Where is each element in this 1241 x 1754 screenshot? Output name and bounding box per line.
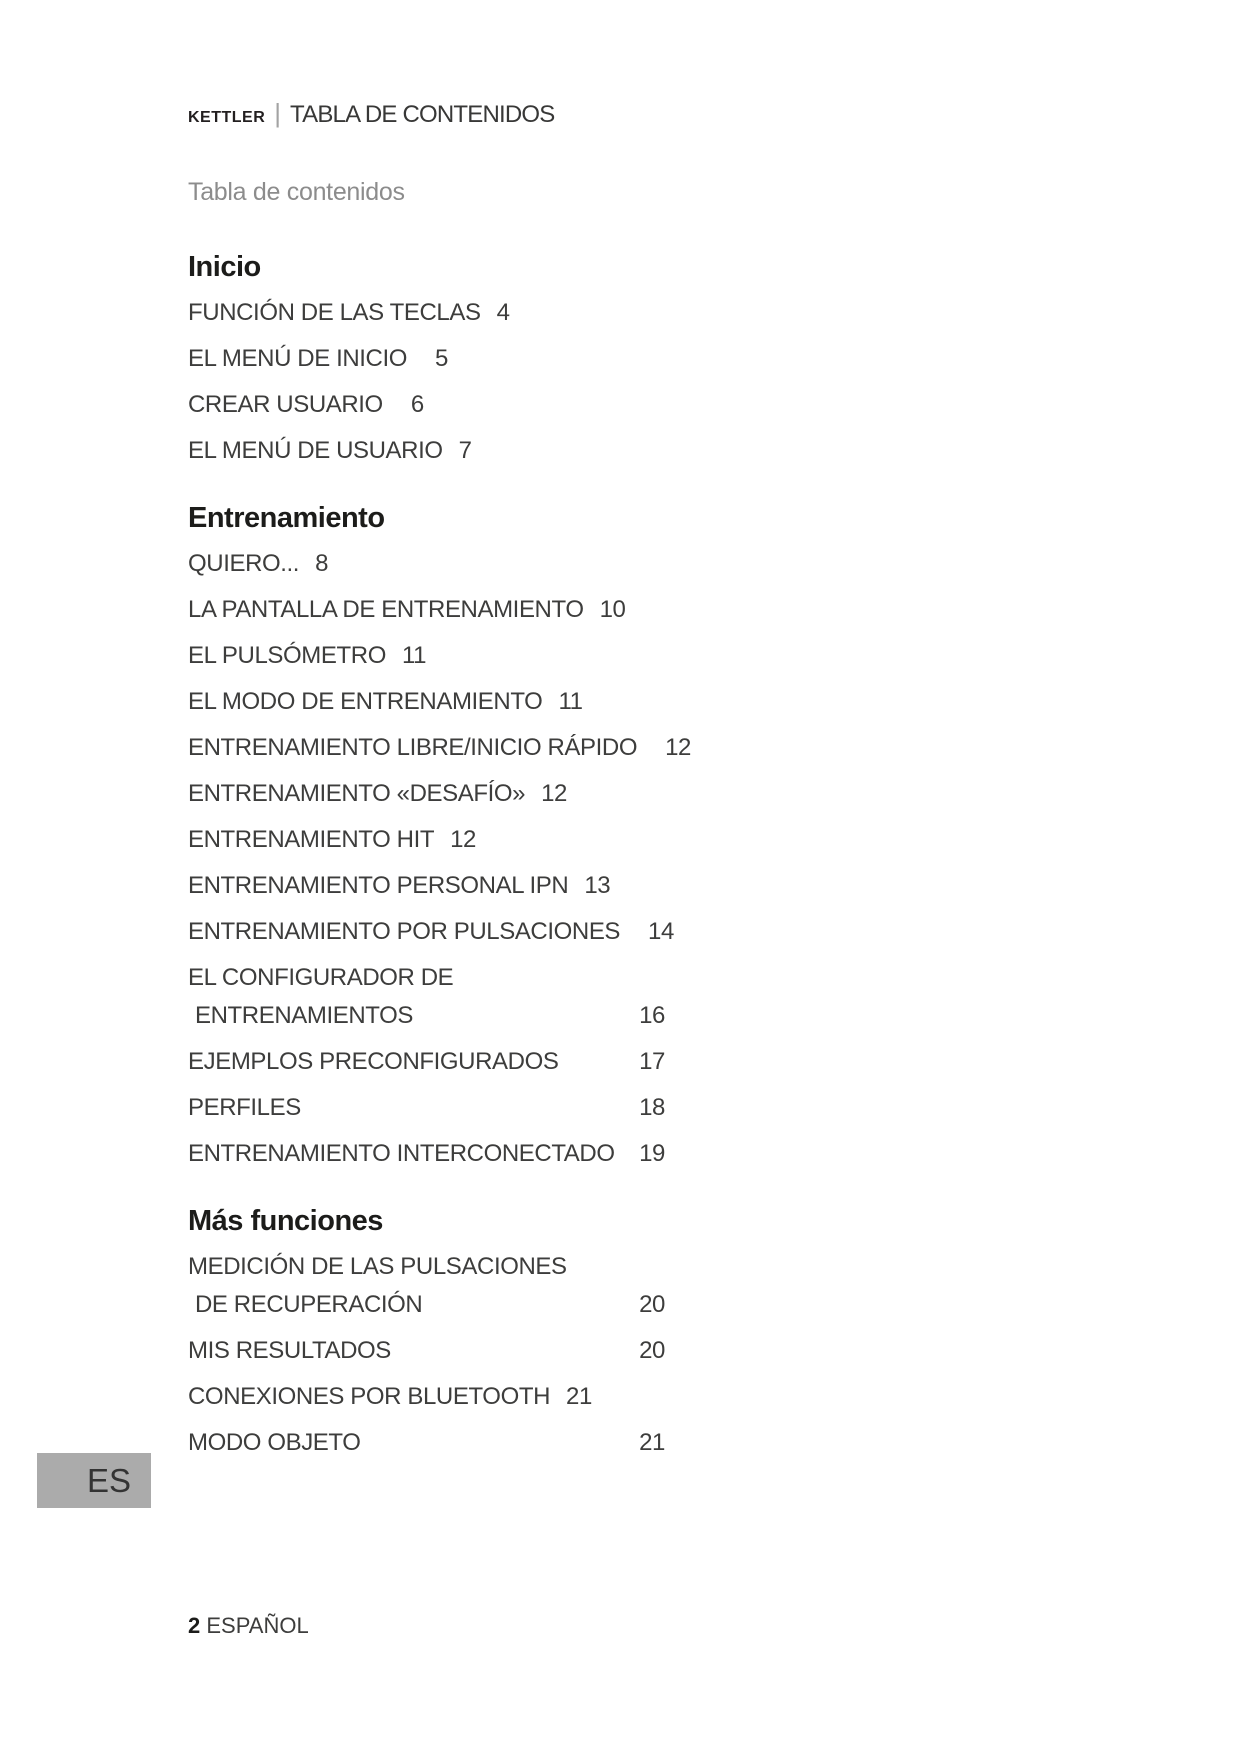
toc-entry-label: LA PANTALLA DE ENTRENAMIENTO — [188, 596, 584, 623]
toc-page-number: 20 — [639, 1337, 665, 1364]
toc-entry: EJEMPLOS PRECONFIGURADOS 17 — [188, 1043, 665, 1081]
page-footer: 2 ESPAÑOL — [188, 1612, 309, 1640]
toc-entry-label: ENTRENAMIENTO POR PULSACIONES — [188, 918, 621, 945]
toc-page-number: 11 — [558, 688, 583, 715]
toc-entry-label: EL MODO DE ENTRENAMIENTO — [188, 688, 543, 715]
language-tab: ES — [37, 1453, 151, 1508]
table-of-contents: Inicio FUNCIÓN DE LAS TECLAS 4 EL MENÚ DE… — [188, 227, 691, 1470]
toc-page-number: 14 — [648, 918, 674, 945]
toc-entry-label: QUIERO... — [188, 550, 300, 577]
toc-entry-label: ENTRENAMIENTO PERSONAL IPN — [188, 872, 569, 899]
toc-entry: FUNCIÓN DE LAS TECLAS 4 — [188, 294, 665, 332]
toc-entry-label-line2: ENTRENAMIENTOS — [195, 1002, 413, 1029]
toc-entry: QUIERO... 8 — [188, 545, 665, 583]
toc-entry-label: ENTRENAMIENTO HIT — [188, 826, 435, 853]
toc-entry: PERFILES 18 — [188, 1089, 665, 1127]
footer-page-number: 2 — [188, 1613, 201, 1638]
toc-page-number: 8 — [315, 550, 329, 577]
toc-page-number: 5 — [435, 345, 448, 372]
toc-page-number: 19 — [639, 1140, 665, 1167]
toc-entry: EL MODO DE ENTRENAMIENTO 11 — [188, 683, 665, 721]
toc-entry-label: EL MENÚ DE INICIO — [188, 345, 408, 372]
section-title-inicio: Inicio — [188, 251, 261, 283]
toc-page-number: 18 — [639, 1094, 665, 1121]
toc-page-number: 17 — [639, 1048, 665, 1075]
toc-page-number: 12 — [665, 734, 691, 761]
toc-entry: CONEXIONES POR BLUETOOTH 21 — [188, 1378, 665, 1416]
toc-entry: ENTRENAMIENTO POR PULSACIONES 14 — [188, 913, 674, 951]
toc-entry-label: MEDICIÓN DE LAS PULSACIONES — [188, 1253, 567, 1280]
toc-entry: EL CONFIGURADOR DE ENTRENAMIENTOS 16 — [188, 959, 665, 1035]
toc-page-number: 16 — [639, 1002, 665, 1029]
page-header: KETTLER | TABLA DE CONTENIDOS — [188, 98, 555, 129]
toc-entry-label: ENTRENAMIENTO LIBRE/INICIO RÁPIDO — [188, 734, 638, 761]
toc-entry: MODO OBJETO 21 — [188, 1424, 665, 1462]
toc-entry: EL PULSÓMETRO 11 — [188, 637, 665, 675]
toc-page-number: 6 — [410, 391, 424, 418]
toc-entry: CREAR USUARIO 6 — [188, 386, 665, 424]
toc-entry: ENTRENAMIENTO INTERCONECTADO 19 — [188, 1135, 665, 1173]
header-title: TABLA DE CONTENIDOS — [290, 101, 555, 128]
toc-page-number: 12 — [541, 780, 567, 807]
toc-entry-label: PERFILES — [188, 1094, 301, 1121]
header-separator: | — [274, 98, 282, 128]
toc-entry-label: CONEXIONES POR BLUETOOTH — [188, 1383, 551, 1410]
toc-page-number: 12 — [450, 826, 477, 853]
toc-page-number: 4 — [496, 299, 510, 326]
toc-page-number: 10 — [599, 596, 626, 623]
toc-entry-label: MODO OBJETO — [188, 1429, 361, 1456]
toc-entry: LA PANTALLA DE ENTRENAMIENTO 10 — [188, 591, 665, 629]
toc-page-number: 20 — [639, 1291, 665, 1318]
section-title-mas-funciones: Más funciones — [188, 1205, 383, 1237]
toc-page-number: 21 — [566, 1383, 592, 1410]
toc-entry: ENTRENAMIENTO «DESAFÍO» 12 — [188, 775, 665, 813]
toc-entry: ENTRENAMIENTO HIT 12 — [188, 821, 665, 859]
toc-entry-label: EL MENÚ DE USUARIO — [188, 437, 443, 464]
toc-entry-label-line2: DE RECUPERACIÓN — [195, 1291, 423, 1318]
brand-logo: KETTLER — [188, 109, 266, 126]
toc-page-number: 21 — [639, 1429, 665, 1456]
toc-page-number: 13 — [584, 872, 611, 899]
toc-entry-label: EL CONFIGURADOR DE — [188, 964, 454, 991]
page-subtitle: Tabla de contenidos — [188, 178, 405, 206]
section-title-entrenamiento: Entrenamiento — [188, 502, 385, 534]
toc-entry-label: ENTRENAMIENTO «DESAFÍO» — [188, 780, 526, 807]
footer-language: ESPAÑOL — [206, 1613, 309, 1638]
toc-page-number: 11 — [401, 642, 427, 669]
toc-entry-label: FUNCIÓN DE LAS TECLAS — [188, 299, 481, 326]
toc-entry: EL MENÚ DE INICIO 5 — [188, 340, 665, 378]
toc-entry: MEDICIÓN DE LAS PULSACIONES DE RECUPERACI… — [188, 1248, 665, 1324]
toc-entry: ENTRENAMIENTO LIBRE/INICIO RÁPIDO 12 — [188, 729, 691, 767]
toc-entry-label: CREAR USUARIO — [188, 391, 383, 418]
toc-entry-label: EL PULSÓMETRO — [188, 642, 386, 669]
toc-entry-label: MIS RESULTADOS — [188, 1337, 391, 1364]
toc-entry-label: ENTRENAMIENTO INTERCONECTADO — [188, 1140, 615, 1167]
toc-entry: EL MENÚ DE USUARIO 7 — [188, 432, 665, 470]
toc-page-number: 7 — [458, 437, 472, 464]
toc-entry: MIS RESULTADOS 20 — [188, 1332, 665, 1370]
toc-entry-label: EJEMPLOS PRECONFIGURADOS — [188, 1048, 559, 1075]
toc-entry: ENTRENAMIENTO PERSONAL IPN 13 — [188, 867, 665, 905]
